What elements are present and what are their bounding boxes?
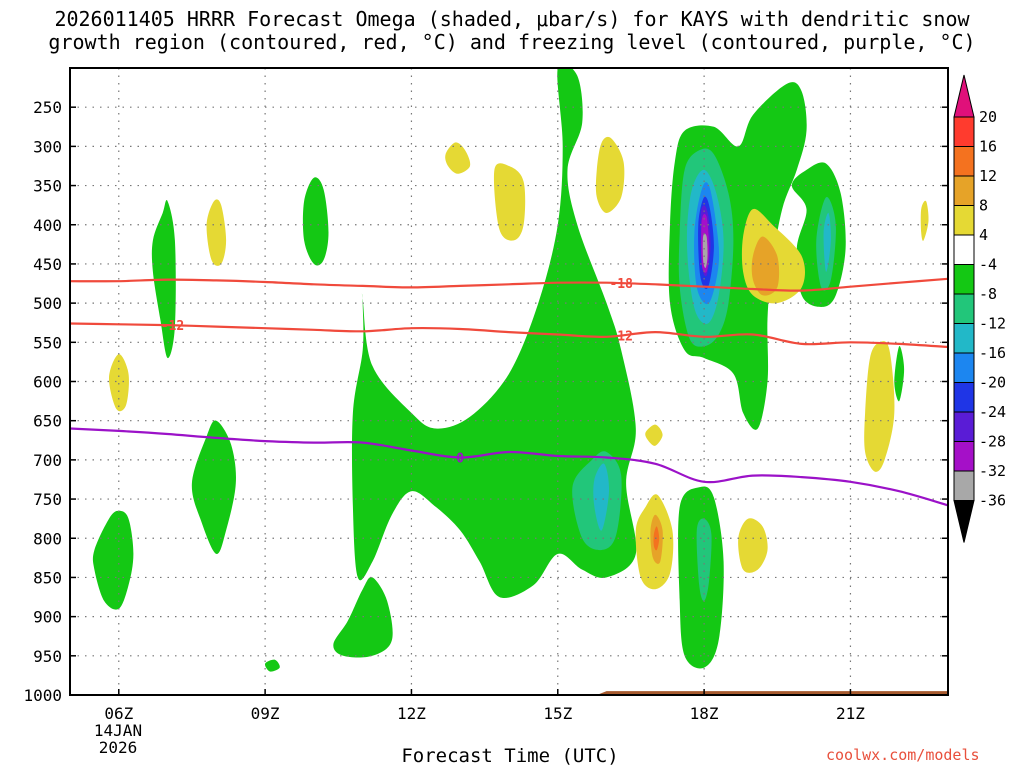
chart-title-line2: growth region (contoured, red, °C) and f… <box>48 30 976 54</box>
colorbar-label--12: -12 <box>979 315 1006 333</box>
colorbar-bin-12 <box>953 470 975 501</box>
y-tick-label-850: 850 <box>33 568 62 587</box>
colorbar-label--16: -16 <box>979 344 1006 362</box>
omega-area-13 <box>696 518 712 601</box>
colorbar-top-arrow <box>953 74 975 118</box>
y-tick-label-600: 600 <box>33 373 62 392</box>
credit-link[interactable]: coolwx.com/models <box>826 746 980 764</box>
colorbar-label-4: 4 <box>979 226 988 244</box>
colorbar-bin-5 <box>953 264 975 295</box>
colorbar-label-16: 16 <box>979 138 997 156</box>
y-tick-label-950: 950 <box>33 647 62 666</box>
colorbar-bin-1 <box>953 146 975 177</box>
colorbar-bin-10 <box>953 411 975 442</box>
colorbar-label--36: -36 <box>979 492 1006 510</box>
y-tick-label-550: 550 <box>33 333 62 352</box>
date-label-day: 14JAN <box>93 721 143 740</box>
chart-title: 2026011405 HRRR Forecast Omega (shaded, … <box>0 8 1024 54</box>
y-tick-label-800: 800 <box>33 529 62 548</box>
omega-area-2 <box>191 420 236 554</box>
contour-line-0 <box>70 427 948 507</box>
y-tick-label-250: 250 <box>33 98 62 117</box>
colorbar-bin-2 <box>953 175 975 206</box>
omega-area-0 <box>92 510 134 610</box>
x-tick-label-09Z: 09Z <box>251 704 280 723</box>
y-tick-label-1000: 1000 <box>23 686 62 705</box>
date-label: 14JAN 2026 <box>88 722 148 756</box>
chart-title-line1: 2026011405 HRRR Forecast Omega (shaded, … <box>54 7 970 31</box>
omega-shading-layer <box>70 68 948 695</box>
colorbar-bin-8 <box>953 352 975 383</box>
omega-area-27 <box>595 136 625 213</box>
omega-area-25 <box>445 142 471 174</box>
colorbar-label--32: -32 <box>979 462 1006 480</box>
contour-label--18-0: -18 <box>609 277 633 292</box>
omega-area-24 <box>206 199 227 266</box>
omega-area-26 <box>493 163 526 241</box>
y-tick-label-400: 400 <box>33 216 62 235</box>
omega-area-5 <box>333 577 393 658</box>
x-tick-label-15Z: 15Z <box>543 704 572 723</box>
omega-area-29 <box>645 424 663 446</box>
colorbar-label--28: -28 <box>979 433 1006 451</box>
x-tick-label-06Z: 06Z <box>104 704 133 723</box>
colorbar: 20 16 12 8 4 -4 -8 -12 -16 -20 -24 -28 -32 -36 <box>953 74 1006 543</box>
y-tick-label-700: 700 <box>33 451 62 470</box>
y-tick-label-500: 500 <box>33 294 62 313</box>
x-tick-label-18Z: 18Z <box>690 704 719 723</box>
colorbar-label--4: -4 <box>979 256 997 274</box>
omega-area-22 <box>702 233 708 268</box>
contour-label--12-0: -12 <box>161 319 184 334</box>
contour-label-0-0: 0 <box>456 452 464 467</box>
contour-line--12 <box>70 322 948 349</box>
colorbar-bin-6 <box>953 293 975 324</box>
y-tick-label-300: 300 <box>33 137 62 156</box>
colorbar-label--20: -20 <box>979 374 1006 392</box>
contour-line--18 <box>70 277 948 292</box>
omega-area-15 <box>593 463 610 531</box>
colorbar-label-12: 12 <box>979 167 997 185</box>
y-tick-label-450: 450 <box>33 255 62 274</box>
contour-layer: -18 -12 -12 0 <box>70 277 948 507</box>
omega-area-32 <box>864 341 895 472</box>
colorbar-label--24: -24 <box>979 403 1006 421</box>
colorbar-bin-9 <box>953 382 975 413</box>
omega-area-10 <box>894 346 905 402</box>
colorbar-label-20: 20 <box>979 108 997 126</box>
colorbar-bin-11 <box>953 441 975 472</box>
omega-area-17 <box>823 212 831 272</box>
omega-area-3 <box>302 177 329 266</box>
y-tick-label-900: 900 <box>33 608 62 627</box>
omega-area-33 <box>920 200 929 241</box>
colorbar-bin-0 <box>953 116 975 147</box>
contour-label--12-1: -12 <box>609 329 632 344</box>
date-label-year: 2026 <box>98 738 138 757</box>
colorbar-label-8: 8 <box>979 197 988 215</box>
colorbar-bottom-arrow <box>953 500 975 543</box>
omega-area-6 <box>264 659 280 672</box>
x-tick-label-21Z: 21Z <box>836 704 865 723</box>
omega-area-4 <box>351 68 637 598</box>
x-axis-label: Forecast Time (UTC) <box>401 745 619 767</box>
y-tick-label-350: 350 <box>33 177 62 196</box>
omega-area-34 <box>751 236 780 296</box>
y-tick-label-750: 750 <box>33 490 62 509</box>
omega-area-31 <box>738 518 768 573</box>
colorbar-bin-3 <box>953 205 975 236</box>
colorbar-bin-4 <box>953 234 975 265</box>
omega-area-23 <box>108 354 129 412</box>
axes-layer: 250 300 350 400 450 500 550 600 650 700 750 800 850 9… <box>23 67 949 723</box>
y-tick-label-650: 650 <box>33 412 62 431</box>
colorbar-bin-7 <box>953 323 975 354</box>
colorbar-label--8: -8 <box>979 285 997 303</box>
x-tick-label-12Z: 12Z <box>397 704 426 723</box>
